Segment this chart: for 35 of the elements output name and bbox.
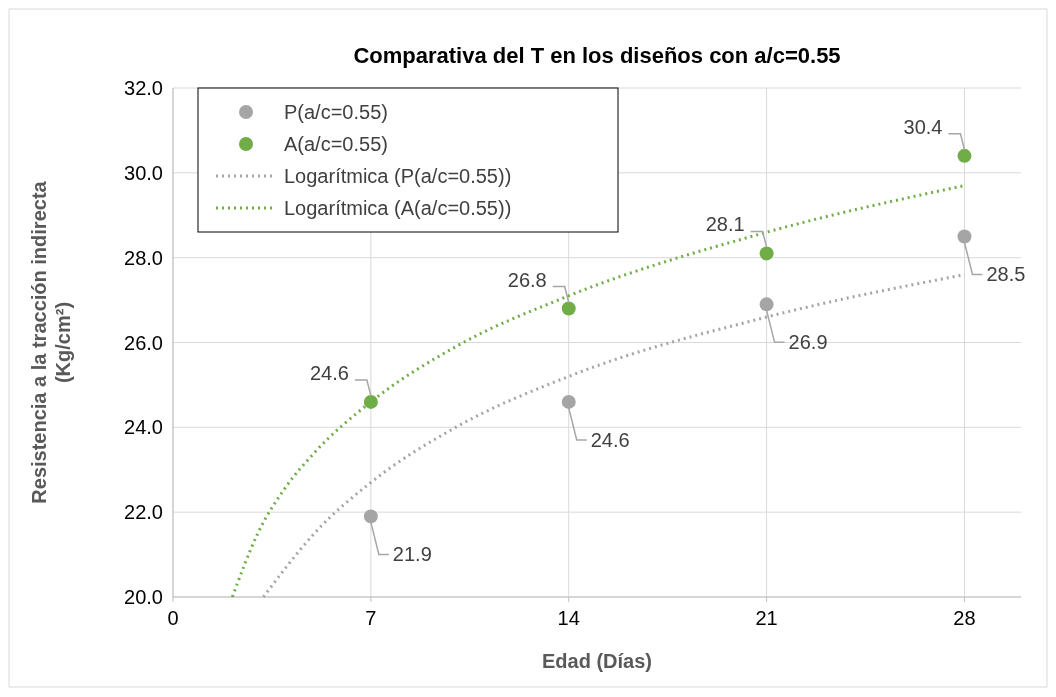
y-tick-label: 30.0 — [124, 161, 163, 184]
x-tick-label: 7 — [365, 607, 377, 629]
legend-label: Logarítmica (A(a/c=0.55)) — [284, 197, 512, 219]
point — [957, 148, 972, 163]
data-label: 24.6 — [590, 428, 630, 451]
point — [957, 229, 972, 244]
x-tick-label: 14 — [557, 607, 580, 629]
y-tick-label: 22.0 — [124, 501, 163, 524]
y-tick-label: 26.0 — [124, 331, 163, 354]
data-label: 21.9 — [392, 543, 432, 566]
y-tick-label: 24.0 — [124, 416, 163, 439]
point — [759, 246, 774, 261]
legend-label: Logarítmica (P(a/c=0.55)) — [284, 165, 512, 187]
y-tick-label: 32.0 — [124, 77, 163, 99]
data-label: 28.5 — [986, 263, 1026, 286]
x-tick-label: 0 — [167, 607, 179, 629]
x-tick-label: 28 — [953, 607, 976, 629]
point — [759, 297, 774, 312]
x-tick-label: 21 — [755, 607, 778, 629]
chart-title: Comparativa del T en los diseños con a/c=0.55 — [353, 43, 841, 68]
y-tick-label: 28.0 — [124, 246, 163, 269]
y-tick-label: 20.0 — [124, 586, 163, 608]
point — [561, 394, 576, 409]
data-label: 28.1 — [705, 213, 745, 236]
data-label: 30.4 — [903, 115, 943, 138]
data-label: 26.8 — [507, 268, 547, 291]
data-label: 26.9 — [788, 331, 828, 354]
data-label: 24.6 — [309, 361, 349, 384]
legend-label: P(a/c=0.55) — [284, 101, 388, 123]
legend-label: A(a/c=0.55) — [284, 133, 388, 155]
point — [561, 301, 576, 316]
x-axis-title: Edad (Días) — [541, 650, 653, 672]
point — [363, 394, 378, 409]
y-axis-title: Resistencia a la tracción indirecta (Kg/cm²) — [28, 180, 74, 504]
point — [363, 509, 378, 524]
